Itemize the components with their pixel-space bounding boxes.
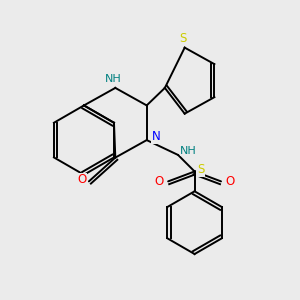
Text: N: N [152,130,160,143]
Text: O: O [77,173,86,186]
Text: O: O [154,175,164,188]
Text: NH: NH [105,74,122,84]
Text: S: S [197,163,204,176]
Text: O: O [226,175,235,188]
Text: S: S [179,32,187,45]
Text: NH: NH [180,146,197,156]
